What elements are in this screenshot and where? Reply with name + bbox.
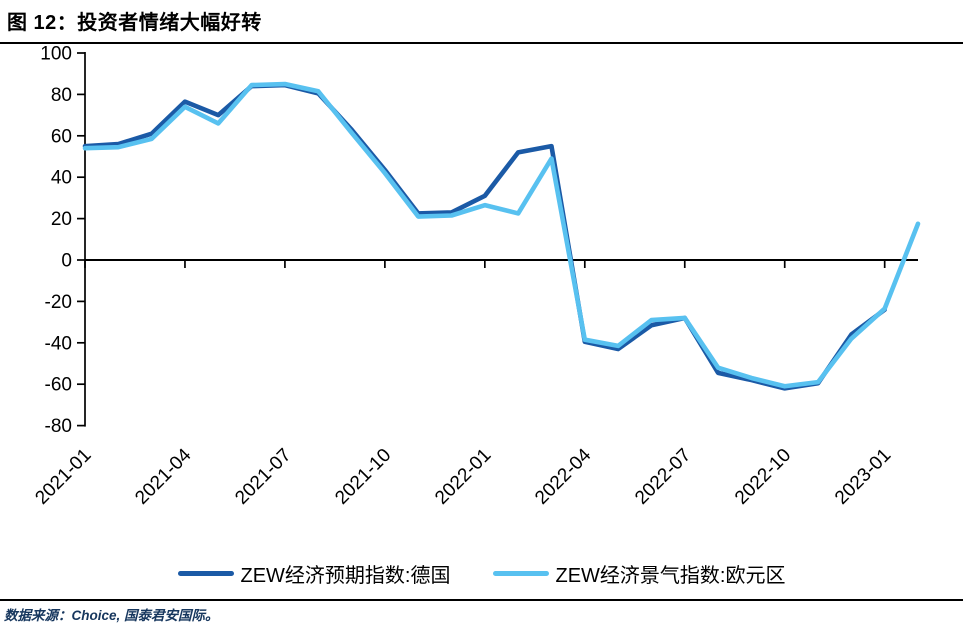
legend-item-germany: ZEW经济预期指数:德国 xyxy=(177,559,451,588)
figure-title: 图 12：投资者情绪大幅好转 xyxy=(7,12,262,34)
y-axis-tick-label: -80 xyxy=(45,416,72,437)
y-axis-tick-label: 80 xyxy=(51,85,72,106)
x-axis-tick-label: 2021-04 xyxy=(131,444,195,508)
series-line-germany xyxy=(82,82,887,391)
x-axis-tick-label: 2021-07 xyxy=(231,445,295,509)
source-note: 数据来源：Choice, 国泰君安国际。 xyxy=(4,608,219,623)
x-axis-tick-label: 2022-07 xyxy=(631,445,695,509)
y-axis-tick-label: 20 xyxy=(51,209,72,230)
chart-legend: ZEW经济预期指数:德国 ZEW经济景气指数:欧元区 xyxy=(0,556,963,590)
x-axis-tick-label: 2021-01 xyxy=(31,445,95,509)
x-axis-tick-label: 2021-10 xyxy=(331,445,395,509)
title-divider xyxy=(0,42,963,45)
x-axis-tick-label: 2022-01 xyxy=(431,445,495,509)
legend-label-eurozone: ZEW经济景气指数:欧元区 xyxy=(555,564,786,587)
y-axis-tick-label: 100 xyxy=(40,44,72,65)
series-line-eurozone xyxy=(82,81,921,389)
legend-item-eurozone: ZEW经济景气指数:欧元区 xyxy=(492,559,786,588)
y-axis-tick-label: 40 xyxy=(51,168,72,189)
legend-swatch-germany-line xyxy=(177,570,234,576)
y-axis-tick-label: 60 xyxy=(51,126,72,147)
x-axis-tick-label: 2022-04 xyxy=(531,444,595,508)
y-axis-tick-label: -20 xyxy=(45,292,72,313)
source-divider xyxy=(0,599,963,601)
x-axis-tick-label: 2023-01 xyxy=(831,445,895,509)
legend-swatch-eurozone-line xyxy=(492,570,549,576)
y-axis-tick-label: -40 xyxy=(45,333,72,354)
y-axis-tick-label: -60 xyxy=(45,375,72,396)
y-axis-tick-label: 0 xyxy=(61,251,72,272)
legend-label-germany: ZEW经济预期指数:德国 xyxy=(240,564,451,587)
x-axis-tick-label: 2022-10 xyxy=(731,445,795,509)
